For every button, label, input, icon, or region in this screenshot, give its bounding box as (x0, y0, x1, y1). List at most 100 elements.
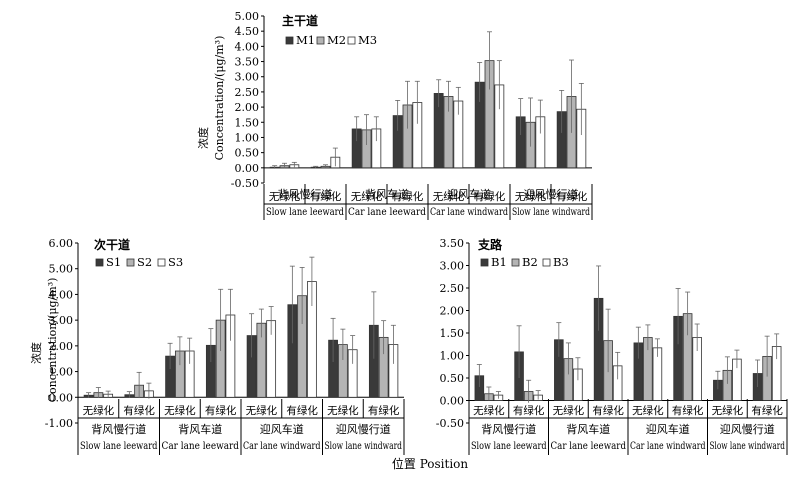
legend-label-S3: S3 (168, 255, 183, 269)
y-tick-label: 0.50 (235, 147, 260, 160)
legend-label-B2: B2 (522, 255, 538, 269)
y-tick-label: 0.00 (440, 395, 465, 408)
category-label: 无绿化 (164, 404, 196, 417)
category-label: 有绿化 (392, 190, 424, 203)
chart-title: 支路 (477, 237, 503, 252)
group-label-cn: 迎风慢行道 (336, 422, 391, 436)
category-label: 有绿化 (123, 404, 155, 417)
legend-label-M2: M2 (327, 33, 346, 47)
category-label: 有绿化 (205, 404, 237, 417)
y-tick-label: 1.50 (440, 327, 465, 340)
category-label: 无绿化 (712, 404, 744, 417)
legend: S1 S2 S3 (95, 255, 183, 269)
y-tick-label: -0.50 (231, 177, 259, 190)
legend-swatch-S2 (126, 258, 135, 267)
group-label-en: Car lane leeward (162, 440, 240, 452)
group-label-en: Slow lane windward (710, 440, 786, 452)
y-tick-label: 4.00 (235, 40, 260, 53)
group-label-en: Car lane windward (243, 440, 321, 452)
legend: M1 M2 M3 (285, 33, 377, 47)
y-tick-label: 1.50 (235, 116, 260, 129)
category-label: 无绿化 (351, 190, 383, 203)
group-label-en: Car lane leeward (551, 440, 627, 452)
chart-panel-3: -0.50 0.00 0.50 1.00 1.50 2.00 2.50 3.00 3.50 无绿化… (436, 237, 788, 455)
category-label: 无绿化 (83, 404, 115, 417)
y-tick-label: 0.00 (49, 391, 74, 404)
group-label-cn: 迎风慢行道 (524, 187, 579, 201)
y-tick-label: 0.00 (235, 162, 260, 175)
group-label-en: Slow lane windward (325, 440, 403, 452)
legend: B1 B2 B3 (480, 255, 569, 269)
category-label: 有绿化 (672, 404, 704, 417)
y-tick-label: 2.00 (49, 340, 74, 353)
category-label: 有绿化 (751, 404, 783, 417)
y-tick-label: 1.00 (440, 350, 465, 363)
y-tick-label: 3.50 (235, 56, 260, 69)
y-tick-label: 1.00 (49, 366, 74, 379)
group-label-cn: 迎风车道 (260, 422, 304, 436)
legend-label-S2: S2 (137, 255, 152, 269)
group-label-cn: 迎风车道 (447, 187, 491, 201)
y-tick-label: -0.50 (436, 417, 464, 430)
chart-title: 主干道 (282, 13, 318, 28)
group-label-en: Slow lane leeward (266, 206, 344, 218)
group-label-en: Car lane windward (430, 206, 508, 218)
y-tick-label: 2.50 (235, 86, 260, 99)
category-label: 无绿化 (632, 404, 664, 417)
y-tick-label: 3.00 (49, 314, 74, 327)
legend-swatch-B2 (511, 258, 520, 267)
y-tick-label: 0.50 (440, 372, 465, 385)
category-label: 无绿化 (515, 190, 547, 203)
legend-label-B3: B3 (553, 255, 569, 269)
category-label: 有绿化 (474, 190, 506, 203)
group-label-en: Car lane leeward (348, 206, 426, 218)
y-axis-label-cn: 浓度 (29, 342, 43, 364)
y-tick-label: 6.00 (49, 237, 74, 250)
y-tick-label: 3.00 (440, 260, 465, 273)
legend-swatch-M1 (285, 36, 294, 45)
legend-swatch-B1 (480, 258, 489, 267)
chart-panel-2: -1.000.001.002.003.004.005.006.00无绿化 有绿化无… (29, 237, 405, 455)
group-label-en: Slow lane leeward (80, 440, 158, 452)
category-label: 无绿化 (246, 404, 278, 417)
y-tick-label: 2.00 (440, 305, 465, 318)
group-label-cn: 背风慢行道 (481, 422, 536, 436)
group-label-en: Slow lane windward (512, 206, 590, 218)
category-label: 无绿化 (433, 190, 465, 203)
y-tick-label: 2.50 (440, 282, 465, 295)
y-tick-label: -1.00 (45, 417, 73, 430)
group-label-cn: 背风车道 (566, 422, 610, 436)
group-label-cn: 背风慢行道 (278, 187, 333, 201)
category-label: 有绿化 (592, 404, 624, 417)
y-tick-label: 4.00 (49, 288, 74, 301)
category-label: 有绿化 (310, 190, 342, 203)
group-label-cn: 背风慢行道 (91, 422, 146, 436)
y-axis-label-en: Concentration/(μg/m³) (213, 36, 226, 161)
group-label-cn: 背风车道 (178, 422, 222, 436)
y-tick-label: 3.00 (235, 71, 260, 84)
legend-label-S1: S1 (106, 255, 121, 269)
y-tick-label: 4.50 (235, 25, 260, 38)
y-tick-label: 3.50 (440, 237, 465, 250)
legend-label-M3: M3 (358, 33, 377, 47)
legend-swatch-S1 (95, 258, 104, 267)
group-label-cn: 背风车道 (365, 187, 409, 201)
category-label: 有绿化 (286, 404, 318, 417)
y-tick-label: 2.00 (235, 101, 260, 114)
group-label-en: Car lane windward (630, 440, 706, 452)
category-label: 无绿化 (327, 404, 359, 417)
chart-title: 次干道 (94, 237, 130, 252)
y-tick-label: 5.00 (49, 263, 74, 276)
group-label-en: Slow lane leeward (471, 440, 547, 452)
y-axis-label-en: Concentration/(μg/m³) (46, 278, 59, 403)
category-label: 有绿化 (368, 404, 400, 417)
chart-panel-1: -0.50 0.00 0.50 1.00 1.50 2.00 2.50 3.00 3.50 4.0… (196, 10, 593, 220)
x-axis-label: 位置 Position (392, 456, 469, 471)
y-tick-label: 1.00 (235, 131, 260, 144)
legend-swatch-M2 (316, 36, 325, 45)
legend-swatch-M3 (347, 36, 356, 45)
y-tick-label: 5.00 (235, 10, 260, 23)
legend-label-M1: M1 (296, 33, 315, 47)
category-label: 无绿化 (473, 404, 505, 417)
